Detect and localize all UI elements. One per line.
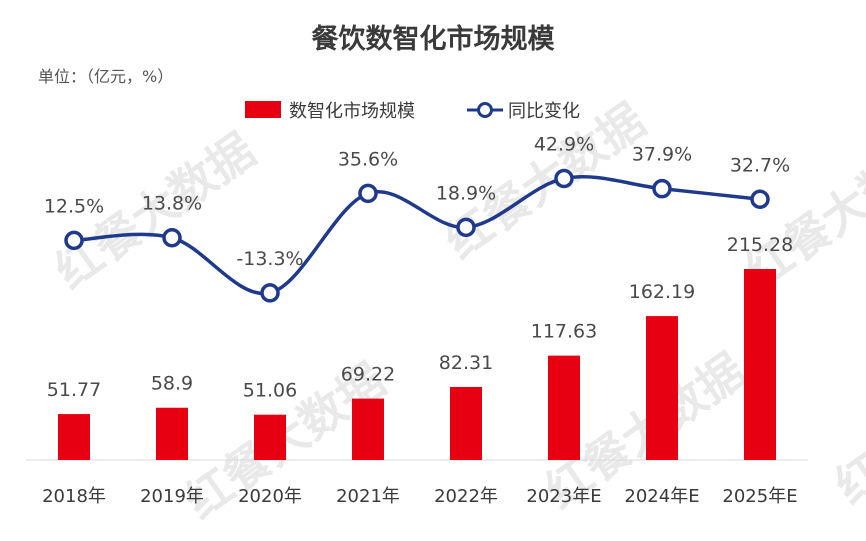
bar-series	[58, 269, 776, 460]
growth-label-3: 35.6%	[338, 148, 398, 170]
growth-points	[64, 168, 770, 303]
unit-note: 单位：（亿元，%）	[38, 67, 173, 86]
bar-2	[254, 414, 286, 460]
bar-label-6: 162.19	[629, 281, 695, 303]
x-tick-3: 2021年	[336, 486, 400, 507]
bar-label-7: 215.28	[727, 234, 793, 256]
growth-point-4	[456, 217, 476, 238]
bar-label-4: 82.31	[439, 352, 493, 374]
growth-point-2	[260, 283, 280, 303]
x-tick-2: 2020年	[238, 486, 302, 507]
growth-label-2: -13.3%	[236, 248, 303, 270]
x-tick-5: 2023年E	[526, 486, 601, 507]
watermark-5: 红餐大数据	[825, 338, 866, 514]
x-tick-6: 2024年E	[624, 486, 699, 507]
growth-label-5: 42.9%	[534, 133, 594, 155]
legend-bar-label: 数智化市场规模	[289, 101, 415, 122]
x-axis-ticks: 2018年 2019年 2020年 2021年 2022年 2023年E 2024年E 202…	[42, 486, 798, 507]
growth-label-1: 13.8%	[142, 193, 202, 215]
bar-4	[450, 386, 482, 460]
growth-point-6	[652, 178, 672, 199]
growth-point-7	[750, 189, 770, 210]
legend-line-marker	[477, 102, 493, 118]
bar-0	[58, 414, 90, 460]
growth-labels: 12.5% 13.8% -13.3% 35.6% 18.9% 42.9% 37.9% 32.7…	[44, 133, 790, 269]
growth-point-3	[358, 183, 378, 204]
bar-7	[744, 269, 776, 460]
growth-point-5	[554, 168, 574, 189]
chart-title: 餐饮数智化市场规模	[312, 23, 555, 55]
growth-label-6: 37.9%	[632, 144, 692, 166]
legend-line-label: 同比变化	[508, 101, 580, 122]
legend: 数智化市场规模 同比变化	[245, 101, 580, 122]
x-tick-1: 2019年	[140, 486, 204, 507]
x-tick-0: 2018年	[42, 486, 106, 507]
growth-line	[73, 175, 761, 296]
growth-label-0: 12.5%	[44, 195, 104, 217]
x-tick-7: 2025年E	[722, 486, 797, 507]
bar-label-0: 51.77	[47, 379, 101, 401]
growth-point-0	[64, 230, 84, 251]
x-tick-4: 2022年	[434, 486, 498, 507]
growth-label-7: 32.7%	[730, 154, 790, 176]
legend-bar-swatch	[245, 101, 281, 118]
growth-label-4: 18.9%	[436, 182, 496, 204]
bar-labels: 51.77 58.9 51.06 69.22 82.31 117.63 162.19 215.…	[47, 234, 793, 402]
bar-5	[548, 355, 580, 460]
bar-6	[646, 316, 678, 460]
bar-1	[156, 407, 188, 460]
bar-label-2: 51.06	[243, 380, 297, 402]
bar-label-3: 69.22	[341, 364, 395, 386]
bar-3	[352, 398, 384, 460]
bar-label-5: 117.63	[531, 321, 597, 343]
growth-point-1	[162, 227, 182, 248]
bar-label-1: 58.9	[151, 373, 193, 395]
